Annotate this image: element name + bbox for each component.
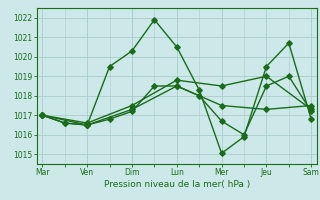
X-axis label: Pression niveau de la mer( hPa ): Pression niveau de la mer( hPa ) (104, 180, 250, 189)
